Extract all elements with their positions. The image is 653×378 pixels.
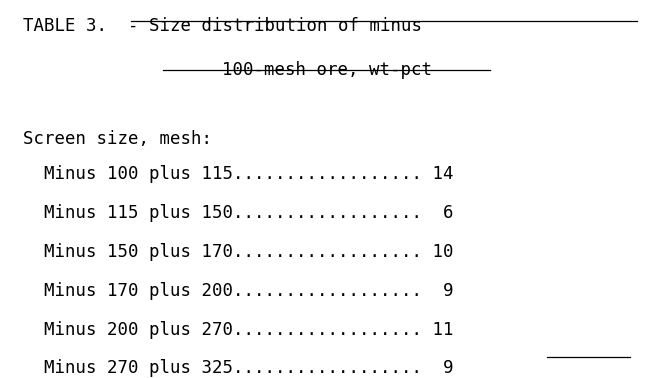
Text: TABLE 3.  - Size distribution of minus: TABLE 3. - Size distribution of minus [22, 17, 422, 35]
Text: Minus 170 plus 200..................  9: Minus 170 plus 200.................. 9 [22, 282, 453, 300]
Text: Minus 150 plus 170.................. 10: Minus 150 plus 170.................. 10 [22, 243, 453, 261]
Text: Minus 115 plus 150..................  6: Minus 115 plus 150.................. 6 [22, 204, 453, 222]
Text: Minus 200 plus 270.................. 11: Minus 200 plus 270.................. 11 [22, 321, 453, 339]
Text: Minus 100 plus 115.................. 14: Minus 100 plus 115.................. 14 [22, 165, 453, 183]
Text: 100-mesh ore, wt-pct: 100-mesh ore, wt-pct [221, 61, 432, 79]
Text: Screen size, mesh:: Screen size, mesh: [22, 130, 212, 148]
Text: Minus 270 plus 325..................  9: Minus 270 plus 325.................. 9 [22, 359, 453, 377]
